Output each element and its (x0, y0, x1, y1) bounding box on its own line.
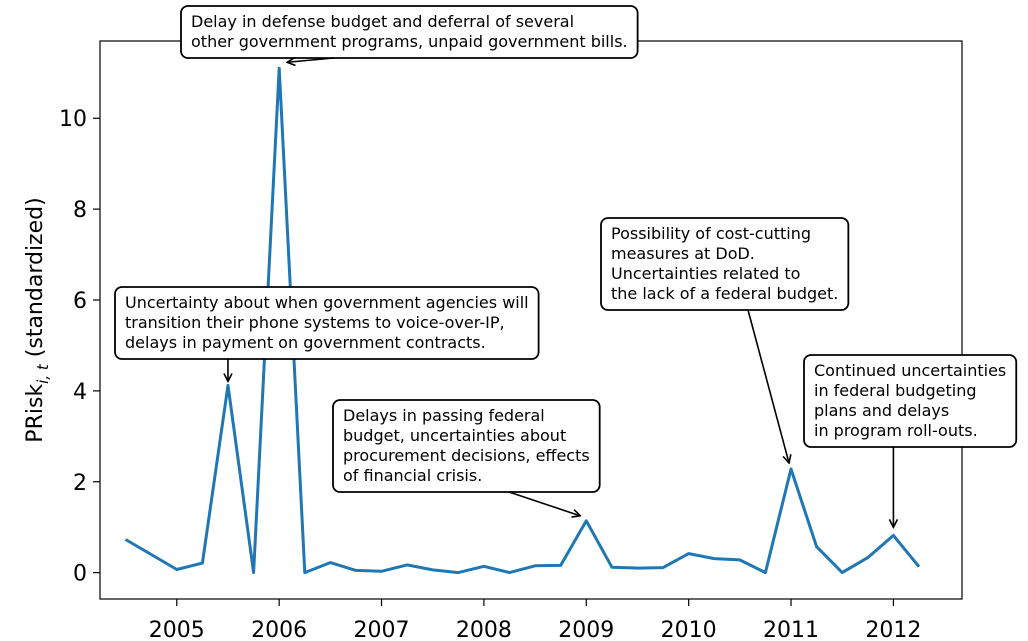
annotation-line: Uncertainty about when government agenci… (125, 293, 529, 312)
annotation-line: of financial crisis. (343, 466, 482, 485)
annotation-line: delays in payment on government contract… (125, 333, 486, 352)
y-axis-title-main: PRisk (23, 384, 48, 443)
x-tick-label: 2009 (558, 618, 614, 641)
annotation-box (803, 354, 1018, 448)
annotation-line: the lack of a federal budget. (611, 284, 838, 303)
annotation-line: in program roll-outs. (814, 421, 978, 440)
annotation-line: measures at DoD. (611, 244, 755, 263)
annotation-line: budget, uncertainties about (343, 426, 566, 445)
y-tick-label: 8 (73, 198, 87, 223)
annotation-line: other government programs, unpaid govern… (191, 32, 628, 51)
series-line (124, 66, 921, 575)
y-axis-title: PRiski, t (standardized) (23, 197, 52, 442)
y-tick-label: 4 (73, 380, 87, 405)
x-tick-label: 2005 (149, 618, 205, 641)
annotation-line: transition their phone systems to voice-… (125, 313, 505, 332)
y-tick-label: 6 (73, 289, 87, 314)
annotation-box (114, 286, 540, 360)
y-tick-label: 0 (73, 562, 87, 587)
y-axis-title-subscript: i, t (34, 363, 52, 384)
annotation-line: Uncertainties related to (611, 264, 800, 283)
annotation: Delay in defense budget and deferral of … (180, 5, 639, 62)
annotation-line: in federal budgeting (814, 381, 977, 400)
annotation-box (600, 217, 850, 311)
x-tick-label: 2010 (661, 618, 717, 641)
y-tick-label: 10 (59, 107, 87, 132)
x-tick-label: 2008 (456, 618, 512, 641)
annotation-box (180, 5, 639, 59)
annotation-box (332, 399, 601, 493)
y-tick-label: 2 (73, 471, 87, 496)
annotation-arrow (747, 309, 789, 463)
y-axis-title-suffix: (standardized) (23, 197, 48, 364)
y-axis: 0 2 4 6 8 10 (59, 107, 100, 587)
x-tick-label: 2012 (865, 618, 921, 641)
x-tick-label: 2007 (354, 618, 410, 641)
annotation-arrow (508, 491, 580, 516)
annotation-line: Delays in passing federal (343, 406, 545, 425)
annotation-line: Delay in defense budget and deferral of … (191, 12, 574, 31)
annotation-line: procurement decisions, effects (343, 446, 590, 465)
annotation-line: Continued uncertainties (814, 361, 1006, 380)
x-axis: 2005 2006 2007 2008 2009 2010 2011 2012 (149, 599, 921, 641)
annotation: Uncertainty about when government agenci… (114, 286, 540, 381)
annotation-line: plans and delays (814, 401, 949, 420)
annotation-arrow (287, 58, 335, 62)
annotation-line: Possibility of cost-cutting (611, 224, 811, 243)
x-tick-label: 2006 (251, 618, 307, 641)
annotations: Delay in defense budget and deferral of … (114, 5, 1018, 527)
x-tick-label: 2011 (763, 618, 819, 641)
